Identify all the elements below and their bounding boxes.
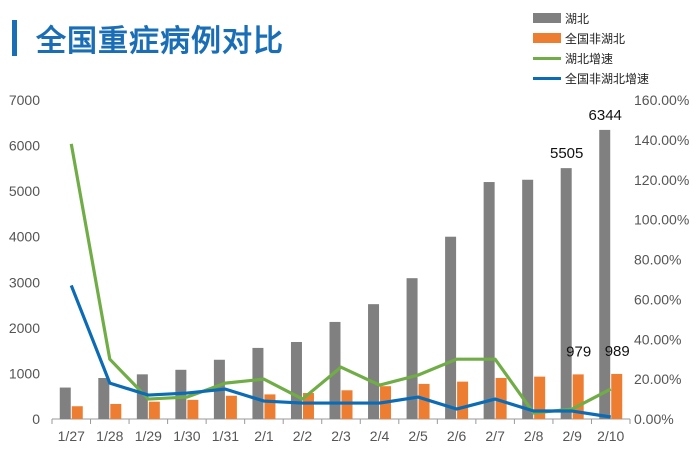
bar-hubei [483, 182, 495, 419]
y-right-tick-label: 80.00% [634, 252, 681, 268]
bar-hubei [560, 168, 572, 419]
y-left-tick-label: 7000 [9, 92, 40, 108]
y-right-tick-label: 100.00% [634, 212, 689, 228]
bar-hubei [252, 347, 264, 419]
y-right-tick-label: 20.00% [634, 371, 681, 387]
bar-non-hubei [457, 381, 469, 419]
x-tick-label: 2/1 [254, 428, 274, 444]
y-left-tick-label: 6000 [9, 138, 40, 154]
title-accent-bar [12, 20, 17, 56]
legend-item-hubei-growth: 湖北增速 [533, 48, 649, 68]
bar-non-hubei [187, 399, 199, 419]
legend-swatch-hubei [533, 13, 561, 23]
bar-hubei [59, 387, 71, 419]
x-tick-label: 2/10 [597, 428, 624, 444]
y-right-tick-label: 120.00% [634, 172, 689, 188]
bar-non-hubei [418, 383, 430, 419]
x-tick-label: 2/2 [293, 428, 313, 444]
bar-hubei [599, 129, 611, 420]
x-tick-label: 2/5 [408, 428, 428, 444]
y-left-tick-label: 3000 [9, 274, 40, 290]
bar-non-hubei [225, 395, 237, 419]
data-label-non-hubei: 979 [566, 343, 591, 360]
chart-title: 全国重症病例对比 [36, 24, 284, 59]
x-tick-label: 1/30 [173, 428, 200, 444]
legend: 湖北 全国非湖北 湖北增速 全国非湖北增速 [533, 8, 649, 88]
bar-hubei [445, 236, 457, 419]
legend-item-hubei: 湖北 [533, 8, 649, 28]
y-left-tick-label: 5000 [9, 183, 40, 199]
legend-label-hubei-growth: 湖北增速 [565, 51, 614, 66]
bar-non-hubei [534, 376, 546, 419]
bar-non-hubei [572, 374, 584, 419]
legend-swatch-non-hubei [533, 33, 561, 43]
bar-hubei [98, 377, 110, 419]
y-right-tick-label: 0.00% [634, 411, 674, 427]
x-tick-label: 1/28 [96, 428, 123, 444]
line-non-hubei-growth [69, 284, 611, 419]
x-tick-label: 1/27 [58, 428, 85, 444]
bar-non-hubei [495, 377, 507, 419]
x-tick-label: 2/8 [524, 428, 544, 444]
bar-hubei [406, 278, 418, 419]
legend-swatch-hubei-growth [533, 56, 561, 60]
x-tick-label: 2/4 [370, 428, 390, 444]
y-left-tick-label: 0 [32, 411, 40, 427]
y-left-tick-label: 1000 [9, 365, 40, 381]
bar-hubei [522, 179, 534, 419]
bar-non-hubei [148, 401, 160, 419]
y-right-tick-label: 60.00% [634, 291, 681, 307]
bar-non-hubei [110, 403, 122, 419]
legend-label-hubei: 湖北 [565, 11, 590, 26]
x-tick-label: 2/6 [447, 428, 467, 444]
legend-label-non-hubei-growth: 全国非湖北增速 [565, 71, 650, 86]
x-tick-label: 1/31 [212, 428, 239, 444]
legend-label-non-hubei: 全国非湖北 [565, 31, 626, 46]
data-label-hubei: 5505 [550, 145, 583, 162]
y-right-tick-label: 40.00% [634, 331, 681, 347]
legend-item-non-hubei: 全国非湖北 [533, 28, 649, 48]
line-hubei-growth [69, 143, 612, 415]
bar-non-hubei [264, 394, 276, 419]
x-tick-label: 2/9 [562, 428, 582, 444]
data-label-non-hubei: 989 [605, 343, 630, 360]
y-left-tick-label: 4000 [9, 229, 40, 245]
x-tick-label: 2/7 [485, 428, 505, 444]
legend-item-non-hubei-growth: 全国非湖北增速 [533, 68, 649, 88]
y-right-tick-label: 140.00% [634, 132, 689, 148]
legend-swatch-non-hubei-growth [533, 76, 561, 80]
y-left-tick-label: 2000 [9, 320, 40, 336]
y-right-tick-label: 160.00% [634, 92, 689, 108]
bar-non-hubei [302, 393, 314, 419]
bar-hubei [368, 304, 380, 419]
bar-hubei [290, 341, 302, 419]
bar-hubei [136, 374, 148, 419]
bar-non-hubei [611, 373, 623, 419]
x-tick-label: 1/29 [135, 428, 162, 444]
bar-non-hubei [71, 406, 83, 419]
x-tick-label: 2/3 [331, 428, 351, 444]
data-label-hubei: 6344 [589, 107, 622, 124]
